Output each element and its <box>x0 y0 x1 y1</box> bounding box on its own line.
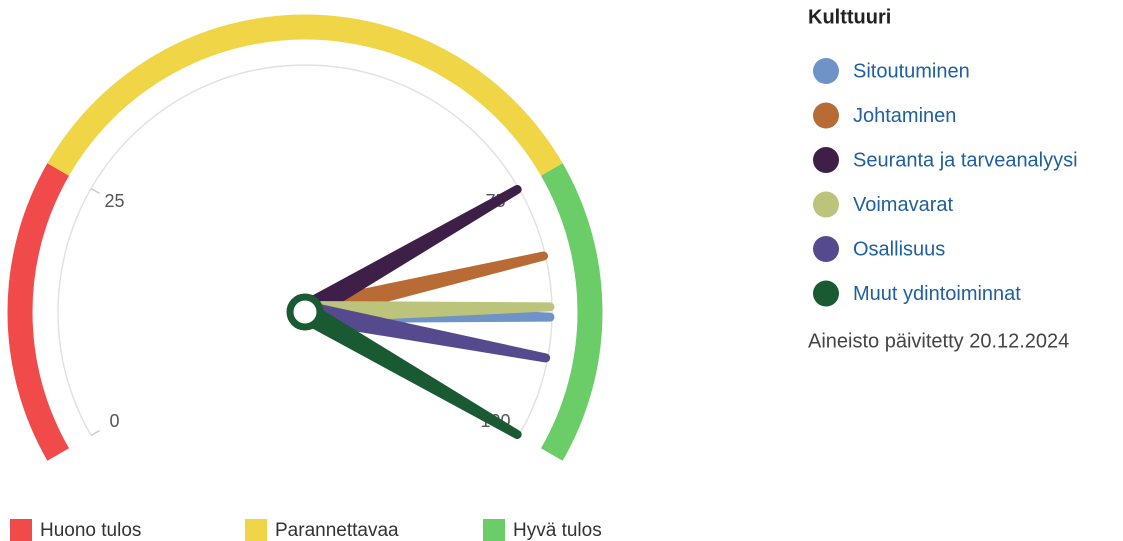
legend-label[interactable]: Muut ydintoiminnat <box>853 283 1021 305</box>
legend-marker[interactable] <box>813 102 839 129</box>
tick-label: 0 <box>109 411 119 431</box>
legend-label[interactable]: Osallisuus <box>853 238 945 260</box>
needle <box>299 185 522 322</box>
band-legend-marker[interactable] <box>10 519 32 541</box>
tick-mark <box>90 429 101 437</box>
legend-marker[interactable] <box>813 147 839 173</box>
gauge-band <box>47 14 563 176</box>
legend-marker[interactable] <box>813 58 839 84</box>
band-legend-marker[interactable] <box>245 519 267 541</box>
needle <box>299 302 522 439</box>
legend-label[interactable]: Seuranta ja tarveanalyysi <box>853 149 1078 171</box>
legend-label[interactable]: Sitoutuminen <box>853 60 970 82</box>
needle <box>302 301 551 363</box>
band-legend-label[interactable]: Hyvä tulos <box>513 520 602 541</box>
band-legend-marker[interactable] <box>483 519 505 541</box>
legend-label[interactable]: Voimavarat <box>853 194 953 216</box>
band-legend-label[interactable]: Huono tulos <box>40 520 141 541</box>
gauge-axis <box>57 64 553 436</box>
legend-marker[interactable] <box>813 280 839 307</box>
gauge-band <box>7 163 70 461</box>
legend-marker[interactable] <box>813 236 839 262</box>
tick-label: 25 <box>104 191 124 211</box>
tick-mark <box>90 187 101 195</box>
legend-title: Kulttuuri <box>808 6 891 28</box>
gauge-band <box>540 163 603 461</box>
band-legend-label[interactable]: Parannettavaa <box>275 520 399 541</box>
legend-label[interactable]: Johtaminen <box>853 105 956 127</box>
legend-marker[interactable] <box>813 191 839 218</box>
footnote: Aineisto päivitetty 20.12.2024 <box>808 330 1069 352</box>
pivot <box>286 293 324 331</box>
